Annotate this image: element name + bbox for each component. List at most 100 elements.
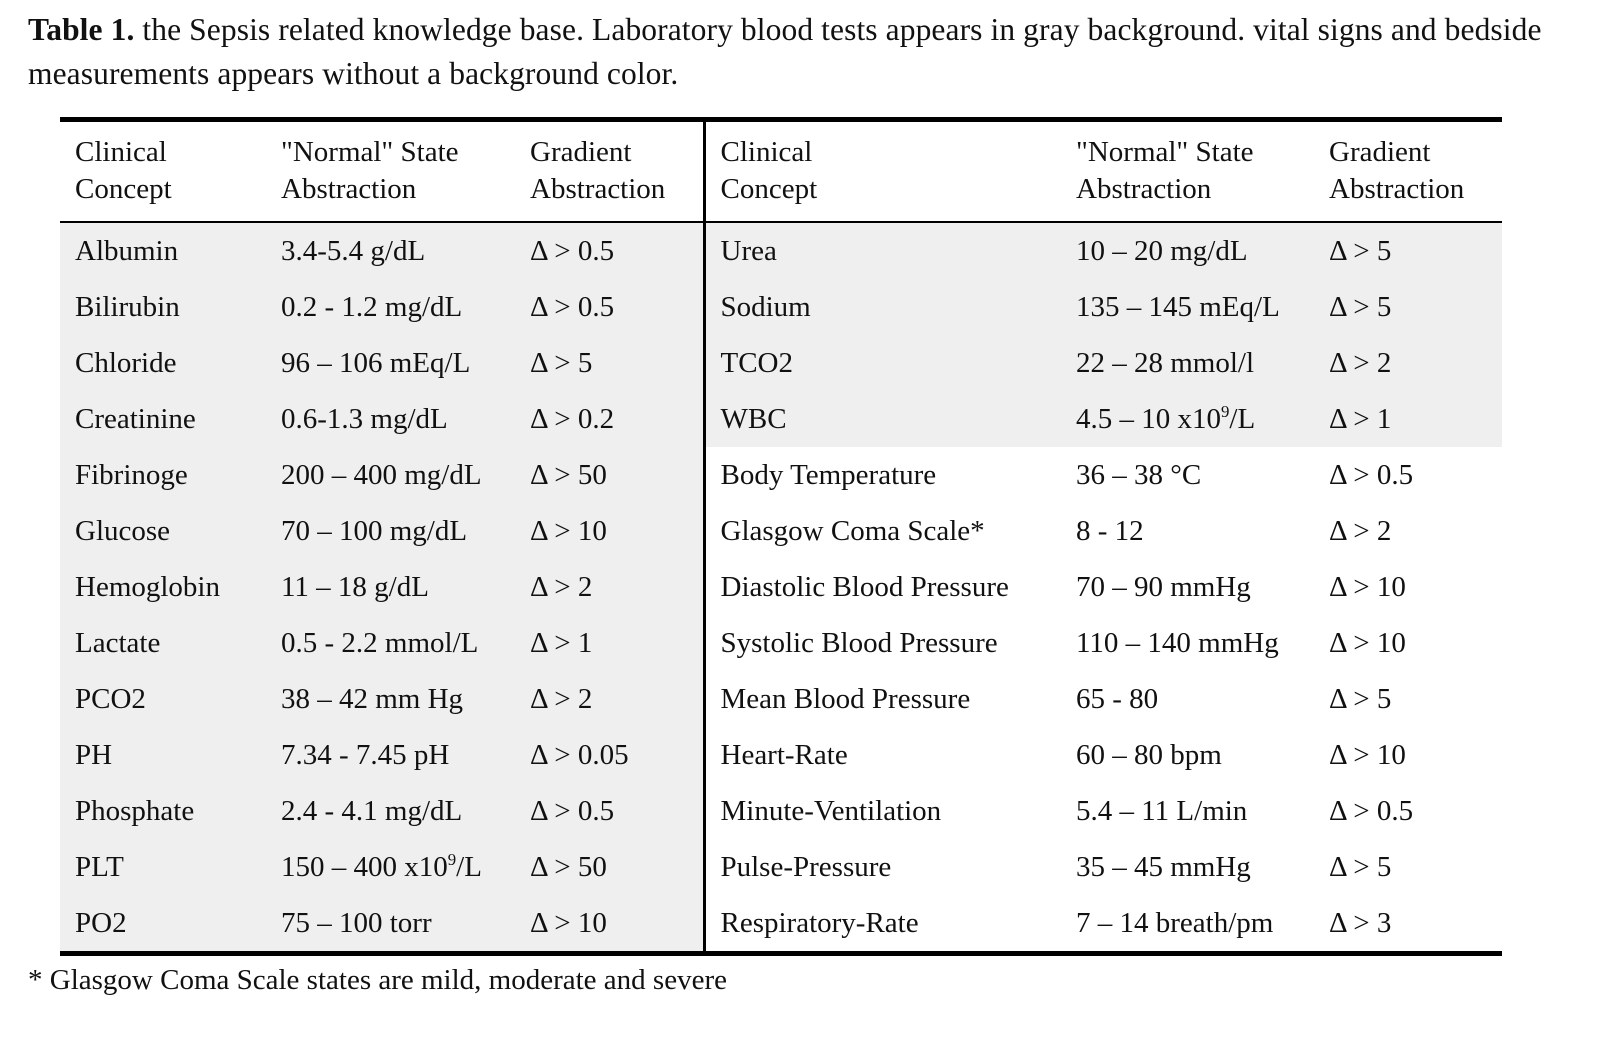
- left-concept-cell: PLT: [60, 839, 266, 895]
- table-row: Glucose 70 – 100 mg/dL Δ > 10 Glasgow Coma …: [60, 503, 1502, 559]
- right-normal-cell: 8 - 12: [1076, 514, 1144, 547]
- left-normal-cell: 200 – 400 mg/dL: [266, 447, 515, 503]
- right-normal-cell: 36 – 38 °C: [1076, 458, 1202, 491]
- right-gradient-cell: Δ > 0.5: [1329, 794, 1414, 827]
- left-concept-cell: Chloride: [60, 335, 266, 391]
- left-gradient-cell: Δ > 10: [515, 503, 704, 559]
- right-concept-cell: Sodium: [702, 279, 1061, 335]
- left-concept-cell: Albumin: [60, 222, 266, 279]
- sepsis-knowledge-table: Clinical "Normal" State Gradient Clinica…: [60, 117, 1502, 956]
- right-concept-cell: Respiratory-Rate: [702, 895, 1061, 956]
- left-gradient-cell: Δ > 2: [515, 671, 704, 727]
- left-normal-cell: 2.4 - 4.1 mg/dL: [266, 783, 515, 839]
- left-concept-cell: Glucose: [60, 503, 266, 559]
- right-gradient-cell: Δ > 1: [1314, 391, 1502, 447]
- left-concept-cell: Bilirubin: [60, 279, 266, 335]
- left-normal-cell: 3.4-5.4 g/dL: [266, 222, 515, 279]
- right-gradient-cell: Δ > 0.5: [1329, 458, 1414, 491]
- table-row: Creatinine 0.6-1.3 mg/dL Δ > 0.2 WBC 4.5 – 1…: [60, 391, 1502, 447]
- right-concept-cell: Body Temperature: [702, 447, 1061, 503]
- right-concept-cell: Systolic Blood Pressure: [702, 615, 1061, 671]
- right-gradient-cell: Δ > 10: [1329, 738, 1406, 771]
- left-gradient-cell: Δ > 1: [515, 615, 704, 671]
- right-normal-cell: 22 – 28 mmol/l: [1061, 335, 1314, 391]
- left-concept-cell: Creatinine: [60, 391, 266, 447]
- header-right-concept-line2: Concept: [702, 171, 1061, 223]
- left-gradient-cell: Δ > 50: [515, 447, 704, 503]
- right-concept-cell: Diastolic Blood Pressure: [702, 559, 1061, 615]
- left-normal-cell: 70 – 100 mg/dL: [266, 503, 515, 559]
- left-concept-cell: PO2: [60, 895, 266, 956]
- table-row: PCO2 38 – 42 mm Hg Δ > 2 Mean Blood Pressur…: [60, 671, 1502, 727]
- table-row: Phosphate 2.4 - 4.1 mg/dL Δ > 0.5 Minute-Ve…: [60, 783, 1502, 839]
- right-concept-cell: TCO2: [702, 335, 1061, 391]
- header-right-normal-line2: Abstraction: [1061, 171, 1314, 223]
- right-gradient-cell: Δ > 5: [1329, 850, 1392, 883]
- right-gradient-cell: Δ > 10: [1329, 570, 1406, 603]
- table-row: PH 7.34 - 7.45 pH Δ > 0.05 Heart-Rate 60 – 8…: [60, 727, 1502, 783]
- right-concept-cell: Minute-Ventilation: [702, 783, 1061, 839]
- table-row: Hemoglobin 11 – 18 g/dL Δ > 2 Diastolic Blo…: [60, 559, 1502, 615]
- left-gradient-cell: Δ > 0.5: [515, 222, 704, 279]
- left-concept-cell: Hemoglobin: [60, 559, 266, 615]
- left-normal-cell: 0.2 - 1.2 mg/dL: [266, 279, 515, 335]
- left-normal-cell: 0.5 - 2.2 mmol/L: [266, 615, 515, 671]
- header-right-concept-line1: Clinical: [702, 117, 1061, 171]
- caption-label: Table 1.: [28, 12, 135, 47]
- right-gradient-cell: Δ > 2: [1314, 335, 1502, 391]
- table-row: Lactate 0.5 - 2.2 mmol/L Δ > 1 Systolic Blo…: [60, 615, 1502, 671]
- right-normal-cell: 4.5 – 10 x109/L: [1061, 391, 1314, 447]
- right-concept-cell: Pulse-Pressure: [702, 839, 1061, 895]
- header-right-gradient-line1: Gradient: [1314, 117, 1502, 171]
- right-normal-cell: 70 – 90 mmHg: [1076, 570, 1251, 603]
- caption-text: the Sepsis related knowledge base. Labor…: [28, 12, 1542, 91]
- left-normal-cell: 7.34 - 7.45 pH: [266, 727, 515, 783]
- right-gradient-cell: Δ > 3: [1314, 895, 1502, 956]
- left-gradient-cell: Δ > 10: [515, 895, 704, 956]
- right-normal-cell: 10 – 20 mg/dL: [1061, 222, 1314, 279]
- right-gradient-cell: Δ > 2: [1329, 514, 1392, 547]
- header-right-gradient-line2: Abstraction: [1314, 171, 1502, 223]
- table-row: Bilirubin 0.2 - 1.2 mg/dL Δ > 0.5 Sodium 135…: [60, 279, 1502, 335]
- header-row-2: Concept Abstraction Abstraction Concept …: [60, 171, 1502, 223]
- right-gradient-cell: Δ > 5: [1329, 682, 1392, 715]
- right-normal-cell: 7 – 14 breath/pm: [1061, 895, 1314, 956]
- left-concept-cell: PCO2: [60, 671, 266, 727]
- left-normal-cell: 11 – 18 g/dL: [266, 559, 515, 615]
- right-normal-cell: 65 - 80: [1076, 682, 1159, 715]
- right-normal-cell: 5.4 – 11 L/min: [1076, 794, 1248, 827]
- right-normal-cell: 35 – 45 mmHg: [1076, 850, 1251, 883]
- right-gradient-cell: Δ > 5: [1314, 279, 1502, 335]
- right-normal-cell: 135 – 145 mEq/L: [1061, 279, 1314, 335]
- left-normal-cell: 75 – 100 torr: [266, 895, 515, 956]
- table-row: Chloride 96 – 106 mEq/L Δ > 5 TCO2 22 – 28 m…: [60, 335, 1502, 391]
- header-left-concept-line1: Clinical: [60, 117, 266, 171]
- header-row-1: Clinical "Normal" State Gradient Clinica…: [60, 117, 1502, 171]
- table-row: PLT 150 – 400 x109/L Δ > 50 Pulse-Pressure 3…: [60, 839, 1502, 895]
- right-concept-cell: WBC: [702, 391, 1061, 447]
- header-left-gradient-line1: Gradient: [515, 117, 704, 171]
- left-gradient-cell: Δ > 50: [515, 839, 704, 895]
- left-concept-cell: Phosphate: [60, 783, 266, 839]
- table-row: Fibrinoge 200 – 400 mg/dL Δ > 50 Body Tempe…: [60, 447, 1502, 503]
- table-caption: Table 1. the Sepsis related knowledge ba…: [28, 8, 1588, 96]
- left-normal-cell: 38 – 42 mm Hg: [266, 671, 515, 727]
- left-gradient-cell: Δ > 0.5: [515, 783, 704, 839]
- left-normal-cell: 150 – 400 x109/L: [266, 839, 515, 895]
- header-right-normal-line1: "Normal" State: [1061, 117, 1314, 171]
- right-concept-cell: Urea: [702, 222, 1061, 279]
- right-normal-cell: 110 – 140 mmHg: [1076, 626, 1279, 659]
- right-gradient-cell: Δ > 10: [1329, 626, 1406, 659]
- left-gradient-cell: Δ > 0.05: [515, 727, 704, 783]
- header-left-concept-line2: Concept: [60, 171, 266, 223]
- header-left-normal-line1: "Normal" State: [266, 117, 515, 171]
- left-concept-cell: PH: [60, 727, 266, 783]
- table-row: PO2 75 – 100 torr Δ > 10 Respiratory-Rate 7 …: [60, 895, 1502, 956]
- left-gradient-cell: Δ > 5: [515, 335, 704, 391]
- left-normal-cell: 0.6-1.3 mg/dL: [266, 391, 515, 447]
- left-gradient-cell: Δ > 0.2: [515, 391, 704, 447]
- right-concept-cell: Heart-Rate: [702, 727, 1061, 783]
- left-gradient-cell: Δ > 0.5: [515, 279, 704, 335]
- right-normal-cell: 60 – 80 bpm: [1076, 738, 1222, 771]
- left-gradient-cell: Δ > 2: [515, 559, 704, 615]
